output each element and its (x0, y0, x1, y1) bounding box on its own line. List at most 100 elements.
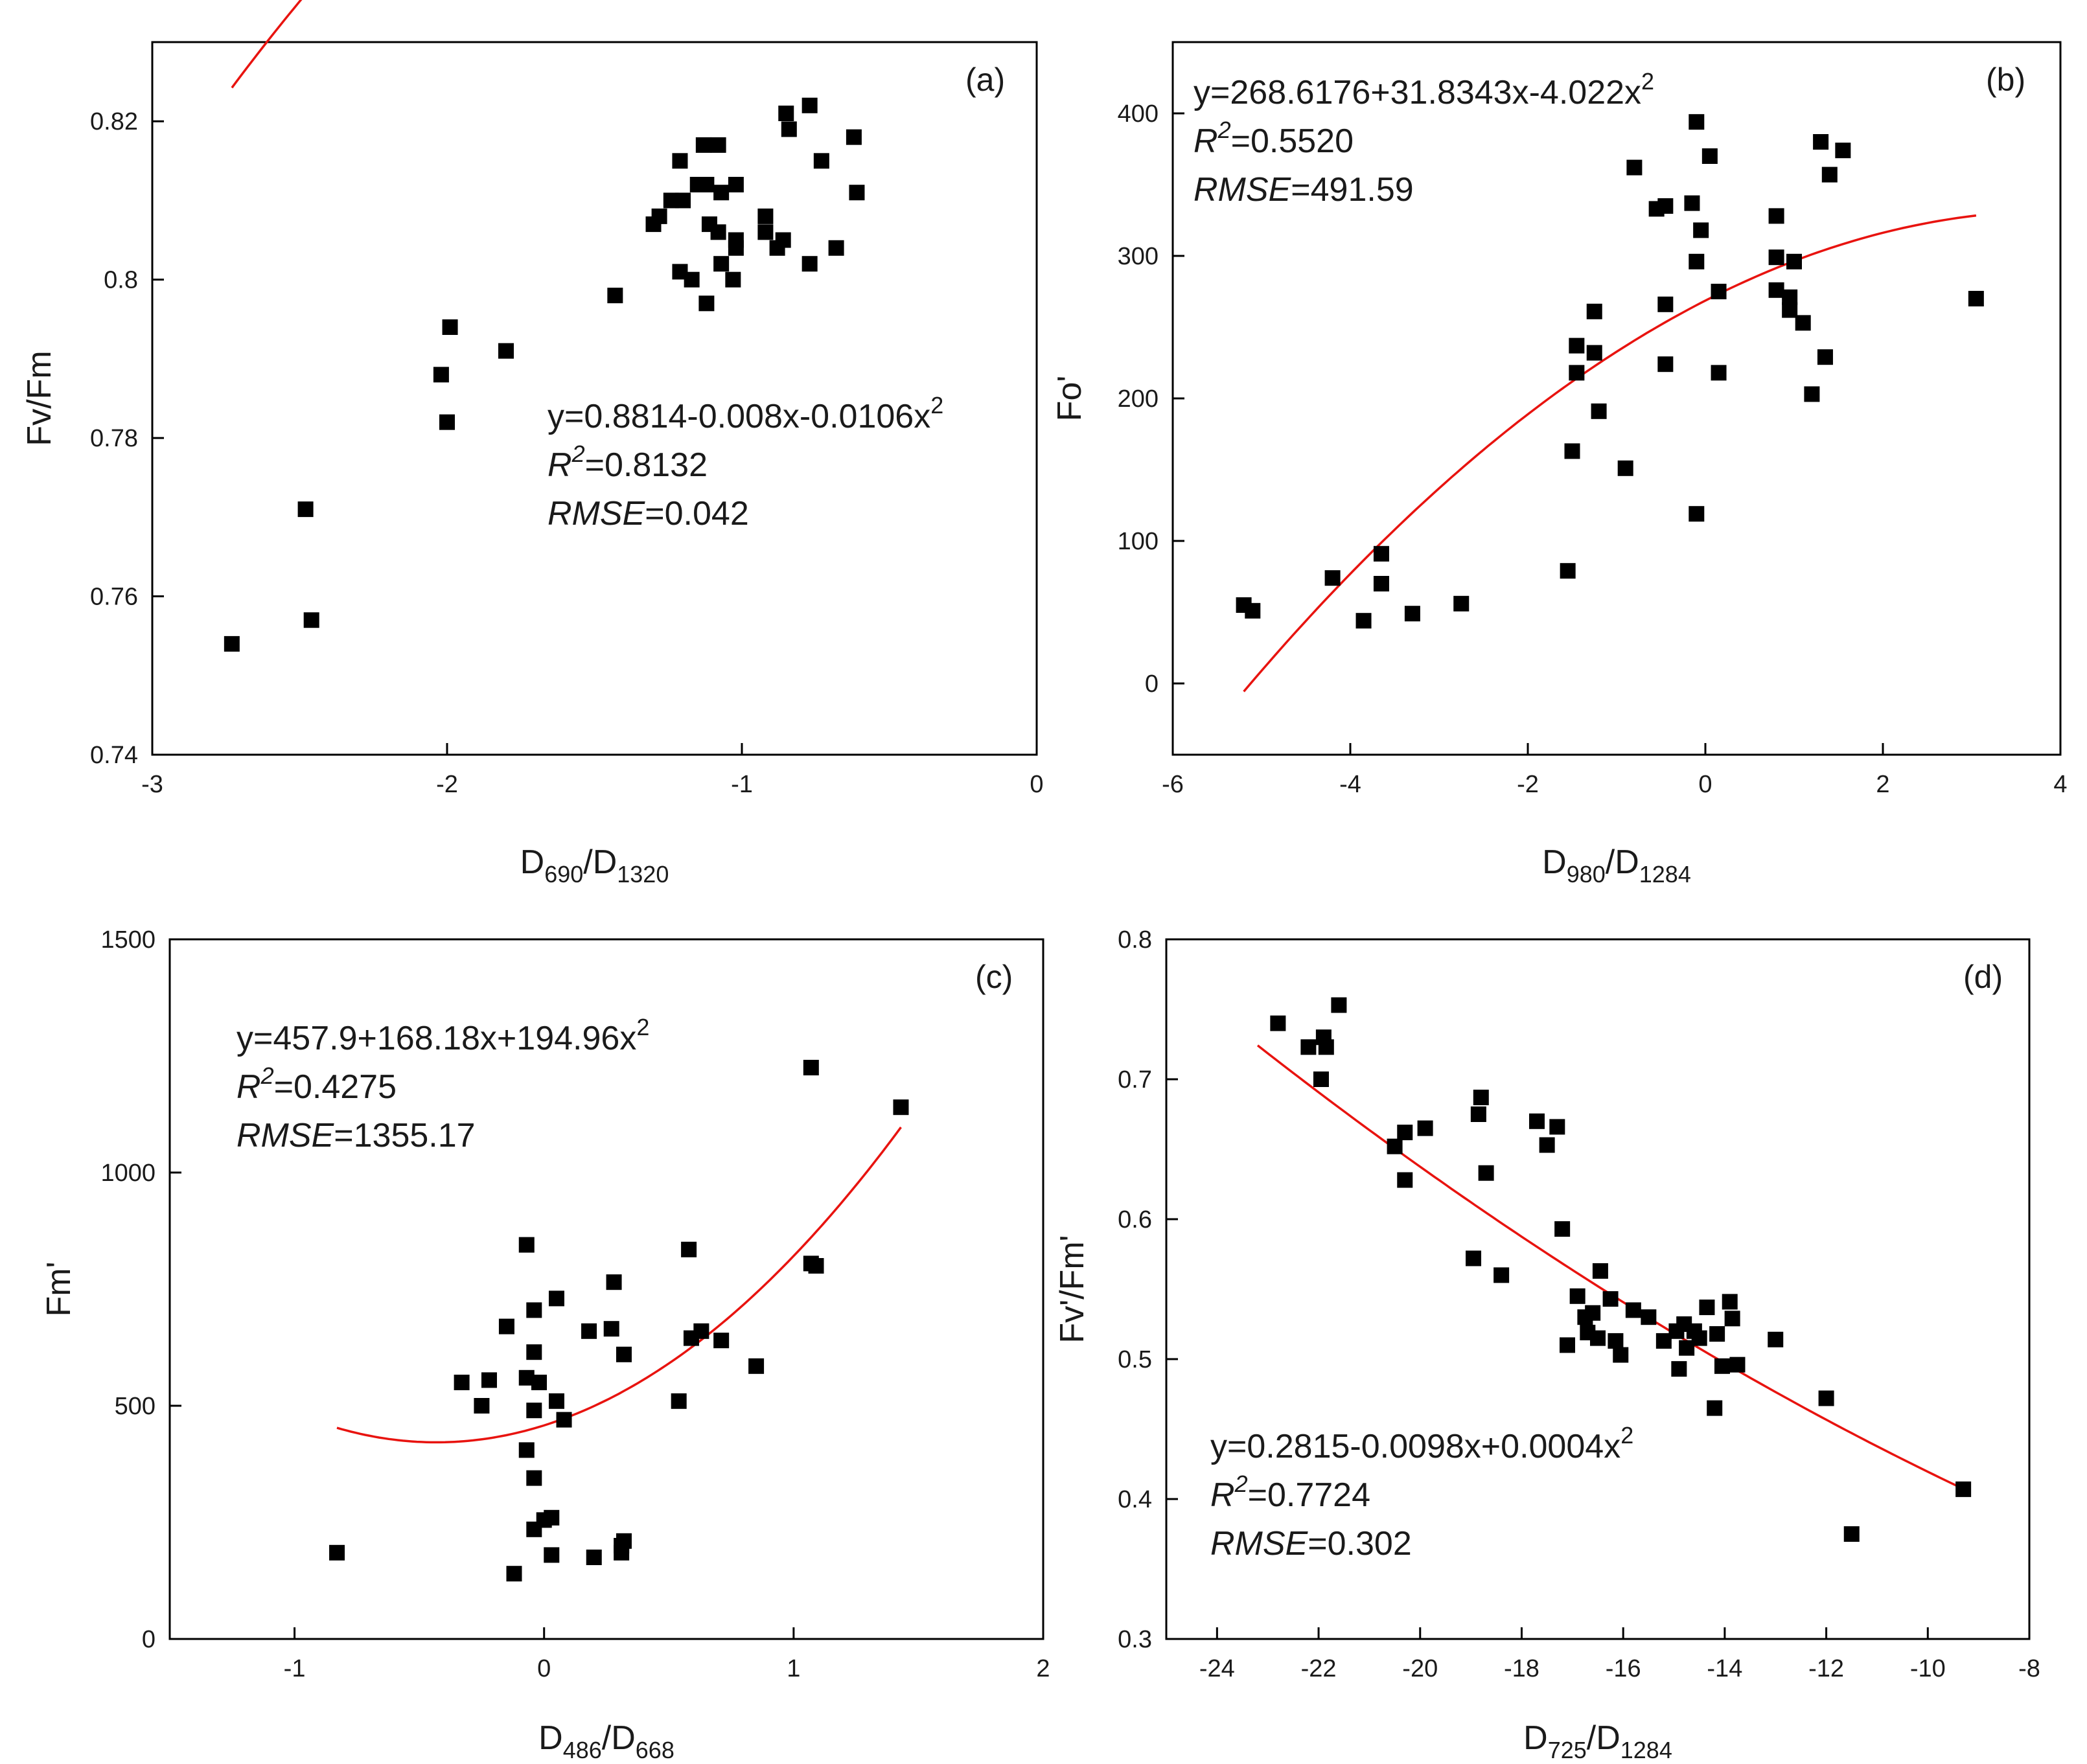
y-tick-label-d: 0.6 (1118, 1206, 1152, 1233)
panel-a: -3 -2 -1 0 0.74 0.76 0.78 0.8 0.82 Fv/Fm D690/D132… (21, 0, 1044, 888)
x-tick-label-a: -2 (436, 771, 458, 798)
x-tick-label-b: 2 (1876, 771, 1889, 798)
data-point-d (1843, 1526, 1860, 1542)
data-point-c (603, 1321, 619, 1337)
r-squared-text-d: R2=0.7724 (1210, 1471, 1370, 1514)
data-point-a (672, 153, 688, 169)
x-tick-label-c: 2 (1036, 1655, 1050, 1682)
data-point-c (481, 1372, 497, 1388)
y-tick-label-d: 0.4 (1118, 1486, 1152, 1513)
x-tick-label-c: 1 (787, 1655, 800, 1682)
data-point-d (1714, 1358, 1730, 1374)
data-point-c (526, 1344, 542, 1360)
y-tick-label-d: 0.3 (1118, 1626, 1152, 1653)
data-point-b (1821, 166, 1838, 183)
data-point-c (548, 1393, 564, 1409)
data-point-a (439, 414, 455, 430)
data-point-b (1657, 296, 1674, 312)
data-point-d (1729, 1357, 1746, 1373)
x-tick-label-b: 4 (2053, 771, 2067, 798)
data-point-d (1955, 1481, 1972, 1497)
data-point-c (329, 1544, 345, 1561)
data-point-a (781, 121, 797, 137)
data-point-a (713, 256, 730, 272)
data-point-d (1331, 997, 1347, 1013)
data-point-d (1671, 1361, 1687, 1377)
data-point-c (616, 1533, 632, 1549)
data-point-b (1817, 349, 1833, 365)
data-point-a (607, 288, 623, 304)
data-point-c (518, 1442, 535, 1458)
data-point-b (1657, 356, 1674, 372)
rmse-text-a: RMSE=0.042 (548, 495, 749, 533)
x-axis-title-d: D725/D1284 (1523, 1719, 1672, 1763)
data-point-a (757, 208, 774, 224)
y-tick-label-c: 500 (115, 1393, 156, 1420)
plot-frame-c (168, 938, 1044, 1640)
data-point-c (506, 1566, 522, 1582)
data-point-d (1613, 1347, 1629, 1363)
data-point-a (828, 240, 844, 256)
data-point-c (606, 1274, 622, 1290)
data-point-a (442, 319, 458, 335)
data-point-d (1625, 1302, 1641, 1318)
x-tick-label-d: -20 (1402, 1655, 1438, 1682)
equation-text-c: y=457.9+168.18x+194.96x2 (236, 1014, 649, 1057)
data-point-c (526, 1403, 542, 1419)
data-point-b (1591, 403, 1607, 419)
data-point-b (1626, 159, 1643, 176)
x-tick-label-d: -14 (1707, 1655, 1742, 1682)
panel-b: -6 -4 -2 0 2 4 0 100 200 300 400 Fo' D980/D1284 (b) y=… (1051, 41, 2068, 888)
plot-frame-d (1165, 938, 2031, 1640)
data-point-c (498, 1318, 514, 1334)
data-point-a (651, 208, 667, 224)
plot-frame-a (151, 41, 1038, 756)
r-squared-text-b: R2=0.5520 (1193, 117, 1354, 160)
data-point-d (1528, 1113, 1545, 1129)
data-point-c (803, 1060, 819, 1075)
data-point-b (1453, 595, 1470, 612)
data-point-c (713, 1333, 730, 1349)
data-point-c (748, 1358, 765, 1374)
r-squared-text-a: R2=0.8132 (548, 441, 708, 484)
data-point-d (1641, 1309, 1657, 1325)
data-point-a (698, 177, 715, 192)
data-point-b (1693, 222, 1709, 238)
data-point-c (548, 1290, 564, 1307)
panel-label-a: (a) (965, 62, 1005, 98)
fit-curve-a (231, 0, 303, 89)
data-point-b (1564, 443, 1580, 459)
data-point-b (1768, 249, 1784, 266)
data-point-a (846, 129, 862, 145)
data-point-d (1768, 1331, 1784, 1347)
data-point-d (1493, 1267, 1510, 1283)
data-point-d (1318, 1039, 1334, 1055)
y-tick-label-b: 400 (1118, 100, 1159, 128)
data-point-d (1417, 1120, 1433, 1136)
data-point-a (224, 636, 240, 652)
data-point-a (778, 106, 794, 121)
data-point-b (1711, 284, 1727, 299)
data-point-c (671, 1393, 687, 1409)
data-point-d (1608, 1333, 1624, 1349)
data-point-c (693, 1323, 709, 1339)
data-point-d (1387, 1138, 1403, 1154)
data-point-c (544, 1547, 560, 1563)
data-point-b (1768, 282, 1784, 298)
data-point-d (1724, 1311, 1740, 1327)
fit-curve-b (1243, 214, 1977, 693)
equation-text-b: y=268.6176+31.8343x-4.022x2 (1193, 68, 1654, 111)
data-point-b (1560, 563, 1576, 579)
panel-label-d: (d) (1963, 959, 2003, 995)
panel-label-c: (c) (975, 959, 1013, 995)
data-point-c (474, 1398, 490, 1414)
data-point-b (1355, 613, 1372, 629)
data-point-a (801, 97, 818, 113)
data-point-b (1617, 460, 1633, 476)
data-point-d (1554, 1221, 1571, 1237)
data-point-d (1691, 1330, 1707, 1346)
data-point-a (725, 271, 741, 288)
equation-text-a: y=0.8814-0.008x-0.0106x2 (548, 392, 943, 435)
data-point-b (1657, 198, 1674, 214)
data-point-d (1470, 1106, 1486, 1122)
